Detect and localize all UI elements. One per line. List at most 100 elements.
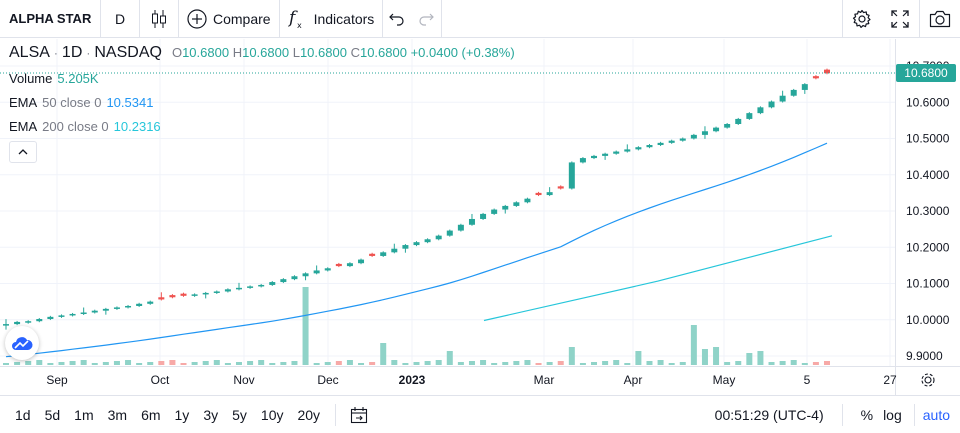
- indicators-button[interactable]: f x Indicators: [280, 0, 383, 37]
- legend-interval: 1D: [61, 44, 83, 61]
- range-3m-button[interactable]: 3m: [107, 406, 128, 423]
- volume-bar: [646, 361, 653, 365]
- chart-canvas[interactable]: 10.700010.600010.500010.400010.300010.20…: [0, 39, 960, 395]
- volume-bar: [668, 363, 675, 365]
- volume-bar: [435, 360, 442, 365]
- ema50-line: [5, 142, 828, 358]
- time-axis[interactable]: Sep Oct Nov Dec 2023 Mar Apr May 5 27: [46, 373, 897, 387]
- settings-button[interactable]: [843, 0, 881, 37]
- candle-body: [812, 76, 819, 79]
- range-1y-button[interactable]: 1y: [174, 406, 190, 423]
- candle-body: [790, 89, 797, 96]
- settings-gear-icon: [852, 9, 871, 28]
- volume-bar: [635, 351, 642, 365]
- compare-button[interactable]: Compare: [179, 0, 279, 37]
- log-scale-toggle[interactable]: log: [883, 406, 902, 423]
- logo-badge[interactable]: [5, 326, 39, 360]
- legend-volume[interactable]: Volume 5.205K: [9, 66, 515, 90]
- candle-body: [335, 263, 342, 267]
- legend-separator: ·: [86, 46, 91, 60]
- candle-body: [746, 113, 753, 119]
- top-toolbar: ALPHA STAR D Compare f x Indicators: [0, 0, 960, 38]
- volume-bar: [180, 363, 187, 365]
- legend-low-label: L: [292, 45, 300, 60]
- volume-bar: [402, 363, 409, 365]
- candle-body: [701, 131, 708, 135]
- volume-bar: [768, 362, 775, 365]
- candle-body: [235, 287, 242, 290]
- legend-ema200[interactable]: EMA 200 close 0 10.2316: [9, 114, 515, 138]
- price-tick-label: 10.6000: [906, 95, 950, 109]
- range-1d-button[interactable]: 1d: [15, 406, 31, 423]
- candle-body: [757, 107, 764, 114]
- volume-bar: [369, 362, 376, 365]
- candle-body: [668, 140, 675, 143]
- candle-body: [280, 279, 287, 283]
- screenshot-button[interactable]: [920, 0, 960, 37]
- toolbar-divider: [178, 0, 179, 37]
- volume-bar: [779, 361, 786, 365]
- candle-body: [180, 293, 187, 296]
- legend-ema50[interactable]: EMA 50 close 0 10.5341: [9, 90, 515, 114]
- volume-bar: [502, 362, 509, 365]
- ema200-study-name: EMA: [9, 118, 38, 134]
- interval-button[interactable]: D: [114, 10, 126, 27]
- auto-scale-toggle[interactable]: auto: [922, 406, 950, 423]
- volume-bar: [224, 363, 231, 365]
- ema50-study-value: 10.5341: [106, 94, 154, 110]
- range-6m-button[interactable]: 6m: [141, 406, 161, 423]
- ema200-path: [483, 235, 833, 322]
- price-tick-label: 10.0000: [906, 313, 950, 327]
- undo-button[interactable]: [383, 0, 411, 37]
- candle-body: [136, 303, 143, 306]
- volume-study-value: 5.205K: [57, 70, 99, 86]
- price-axis[interactable]: 10.700010.600010.500010.400010.300010.20…: [906, 59, 950, 363]
- go-to-date-button[interactable]: [344, 406, 374, 424]
- range-5d-button[interactable]: 5d: [44, 406, 61, 423]
- toolbar-divider: [842, 0, 843, 37]
- candle-body: [502, 205, 509, 210]
- price-tick-label: 10.4000: [906, 168, 950, 182]
- volume-bar: [47, 363, 54, 365]
- timezone-clock[interactable]: 00:51:29 (UTC-4): [714, 406, 824, 423]
- legend-collapse-button[interactable]: [9, 141, 37, 163]
- percent-scale-toggle[interactable]: %: [860, 406, 874, 423]
- volume-bar: [80, 360, 87, 365]
- candle-body: [313, 270, 320, 274]
- candle-body: [80, 312, 87, 314]
- ema200-study-value: 10.2316: [113, 118, 161, 134]
- ema200-study-params: 200 close 0: [42, 118, 109, 134]
- volume-bar: [14, 362, 21, 365]
- volume-bars: [3, 287, 830, 365]
- bar-style-button[interactable]: [140, 0, 178, 37]
- legend-close-value: 10.6800: [359, 45, 407, 60]
- time-tick-label: Dec: [317, 373, 338, 387]
- fullscreen-button[interactable]: [881, 0, 919, 37]
- range-5y-button[interactable]: 5y: [232, 406, 247, 423]
- candle-body: [579, 158, 586, 163]
- candle-body: [36, 319, 43, 322]
- volume-bar: [613, 360, 620, 365]
- time-tick-label: Apr: [624, 373, 643, 387]
- range-20y-button[interactable]: 20y: [297, 406, 321, 423]
- time-axis-settings-icon[interactable]: [921, 373, 935, 387]
- candle-body: [713, 127, 720, 132]
- range-3y-button[interactable]: 3y: [203, 406, 219, 423]
- redo-button[interactable]: [411, 0, 441, 37]
- candle-body: [480, 213, 487, 219]
- ema50-path: [5, 142, 828, 358]
- candle-body: [269, 282, 276, 285]
- range-1m-button[interactable]: 1m: [74, 406, 94, 423]
- volume-bar: [591, 362, 598, 365]
- candle-body: [657, 142, 664, 146]
- price-tick-label: 9.9000: [906, 349, 943, 363]
- volume-bar: [213, 360, 220, 365]
- symbol-search-button[interactable]: ALPHA STAR: [9, 11, 92, 26]
- volume-bar: [546, 362, 553, 365]
- volume-bar: [424, 361, 431, 365]
- legend-open-label: O: [171, 45, 183, 60]
- legend-symbol[interactable]: ALSA: [9, 44, 50, 61]
- range-10y-button[interactable]: 10y: [260, 406, 284, 423]
- volume-bar: [158, 361, 165, 365]
- candle-body: [646, 145, 653, 148]
